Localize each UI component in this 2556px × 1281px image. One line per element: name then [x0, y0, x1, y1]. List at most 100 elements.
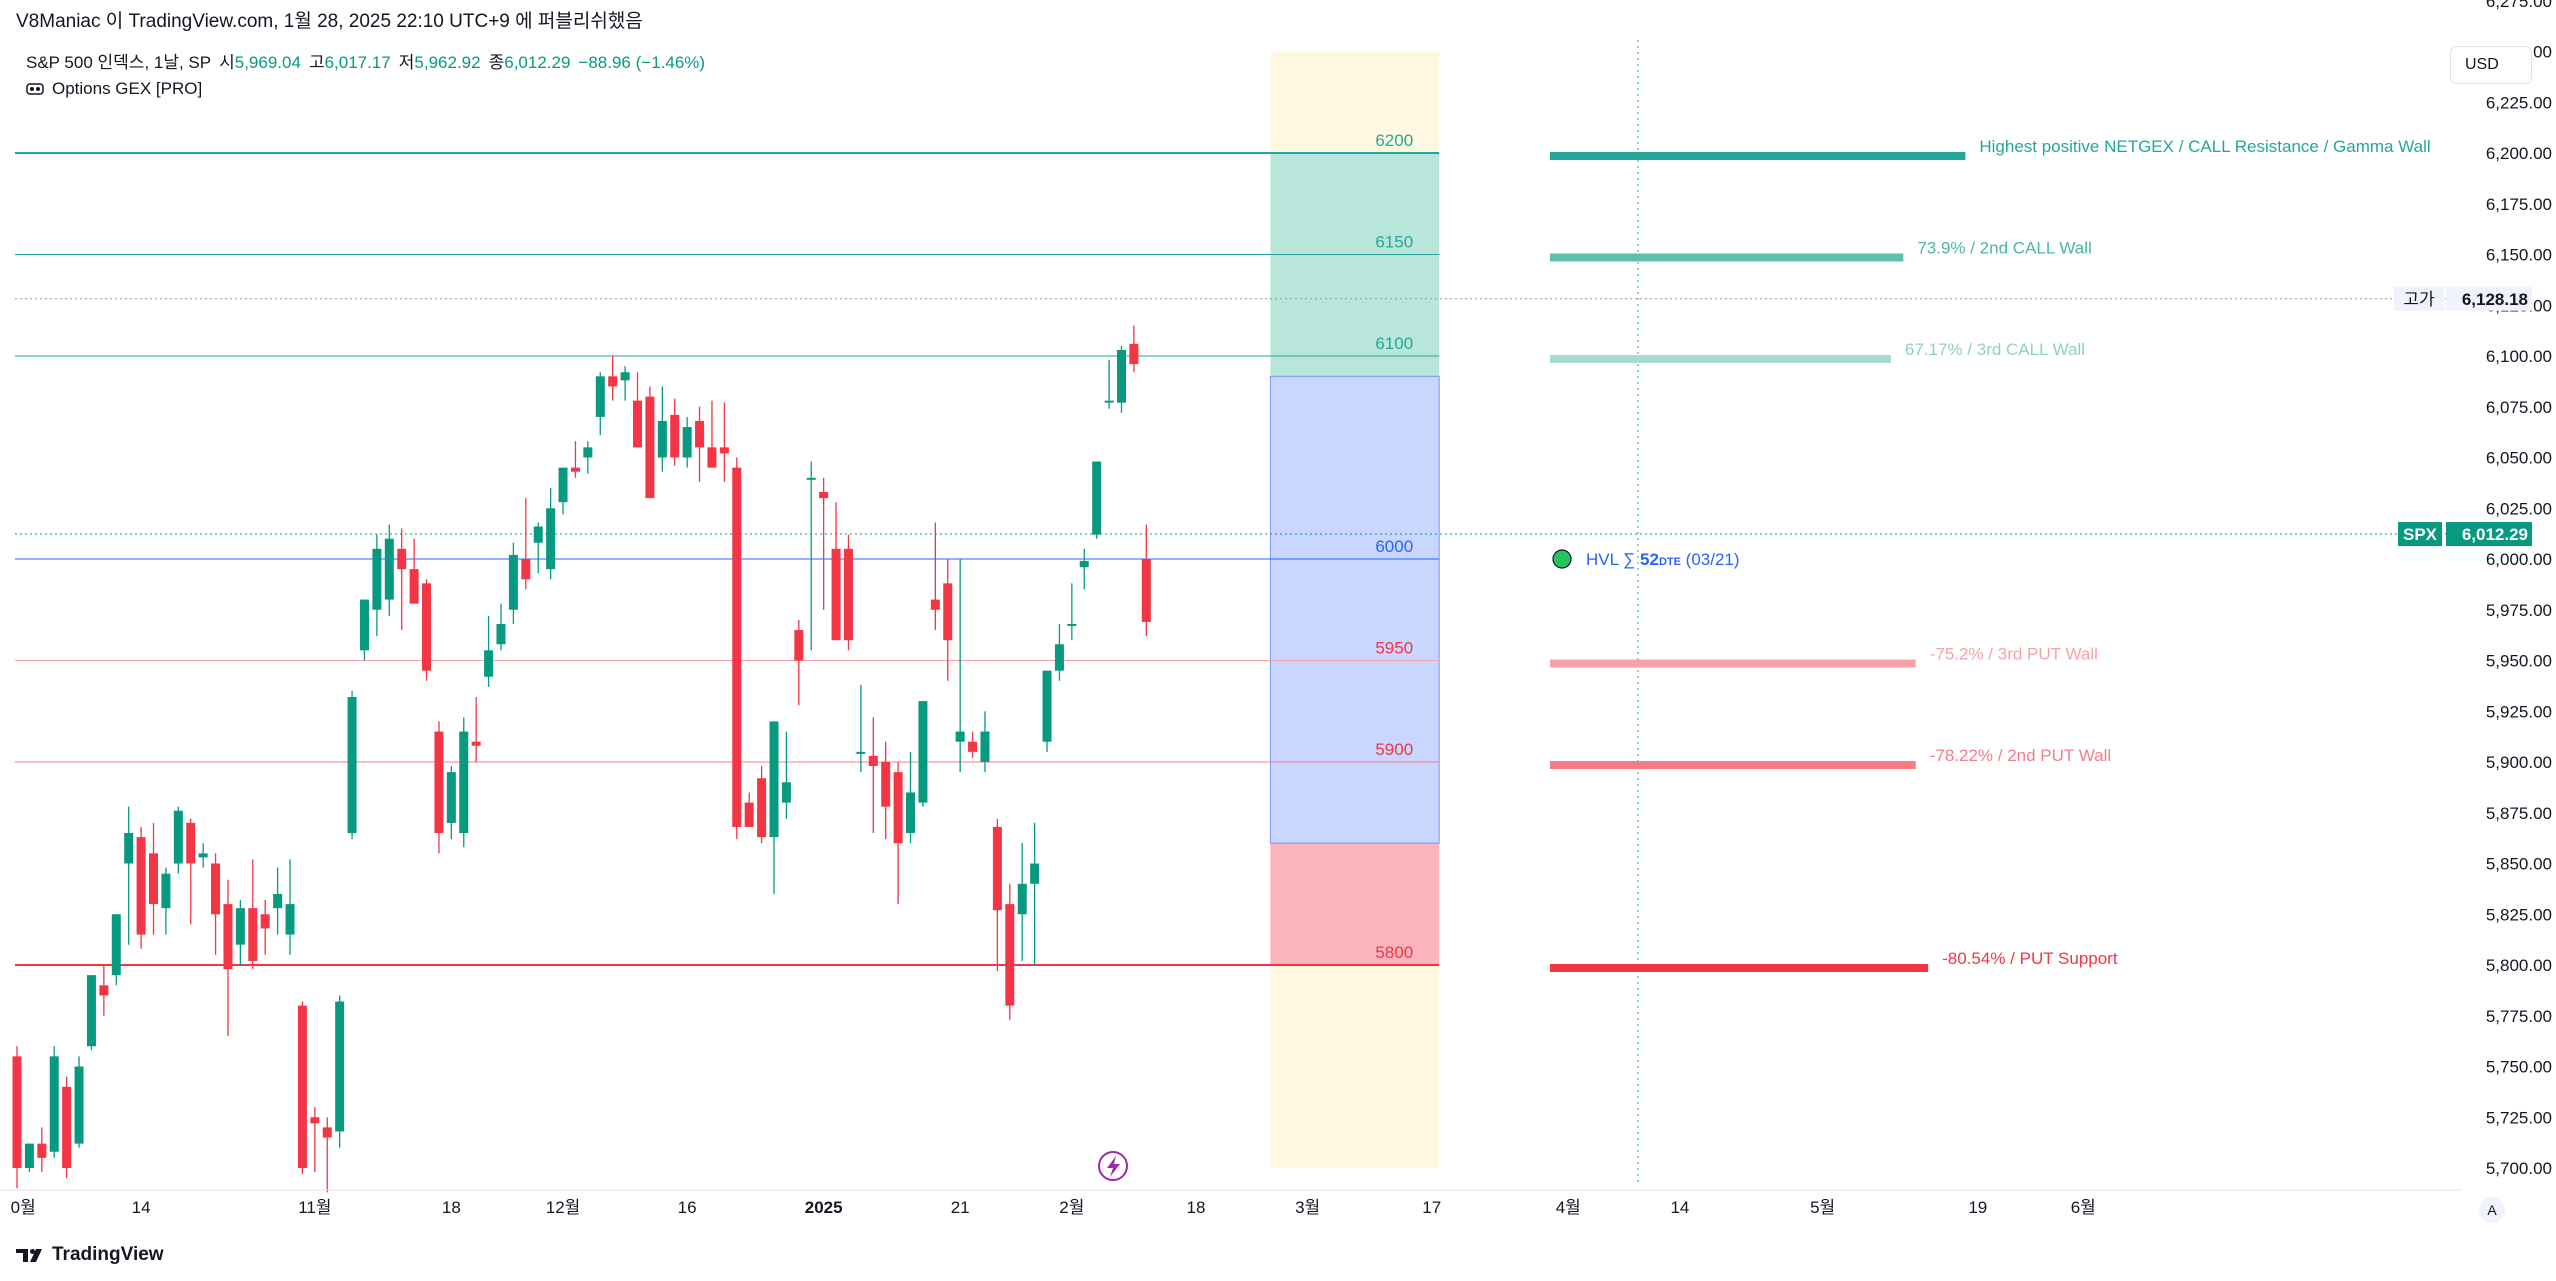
x-tick-label: 19 — [1968, 1198, 1987, 1217]
candle — [124, 806, 134, 945]
candle-body — [930, 599, 940, 610]
y-tick-label: 5,850.00 — [2486, 855, 2552, 874]
y-tick-label: 6,100.00 — [2486, 347, 2552, 366]
candle — [620, 366, 630, 401]
candle-body — [149, 853, 159, 905]
candle-body — [608, 376, 618, 387]
candle — [546, 487, 556, 580]
candle — [943, 559, 953, 681]
y-tick-label: 5,750.00 — [2486, 1058, 2552, 1077]
candle-body — [322, 1127, 332, 1138]
x-tick-label: 5월 — [1810, 1198, 1835, 1217]
low-value: 5,962.92 — [414, 53, 481, 72]
candle-body — [409, 569, 419, 604]
hvl-label-text: HVL ∑ — [1586, 550, 1640, 569]
eye-icon[interactable] — [26, 82, 44, 96]
candle-body — [744, 802, 754, 827]
spx-tag-bg — [2398, 522, 2442, 547]
candle — [868, 717, 878, 834]
candle — [633, 372, 642, 448]
candle-body — [99, 985, 109, 996]
candle — [149, 822, 159, 935]
candle-body — [285, 904, 295, 935]
candle — [595, 372, 605, 436]
y-tick-label: 6,025.00 — [2486, 499, 2552, 518]
candle-body — [1042, 670, 1052, 742]
hvl-label: HVL ∑ 52DTE (03/21) — [1586, 550, 1740, 569]
spx-tag-label: SPX — [2403, 525, 2438, 544]
candle — [422, 579, 432, 681]
candle-body — [186, 822, 196, 864]
close-label: 종 — [488, 53, 505, 72]
gex-bar-6100 — [1550, 355, 1891, 363]
candle — [583, 441, 593, 474]
gex-note-5900: -78.22% / 2nd PUT Wall — [1930, 746, 2111, 765]
candle — [24, 1143, 34, 1173]
footer-brand-text: TradingView — [52, 1244, 164, 1265]
publish-line: V8Maniac 이 TradingView.com, 1월 28, 2025 … — [16, 11, 643, 32]
y-tick-label: 5,725.00 — [2486, 1108, 2552, 1127]
chart-legend: S&P 500 인덱스, 1날, SP 시 5,969.04 고 6,017.17 … — [26, 50, 705, 102]
currency-button[interactable]: USD — [2450, 46, 2532, 84]
high-tag-value: 6,128.18 — [2462, 290, 2528, 309]
candle — [161, 867, 171, 935]
candle-body — [1054, 644, 1064, 671]
candle — [49, 1046, 59, 1158]
candle-body — [37, 1143, 47, 1158]
candle — [508, 542, 518, 624]
candle — [409, 538, 419, 604]
candle — [918, 701, 928, 807]
candle-body — [819, 492, 829, 499]
high-tag-label: 고가 — [2403, 290, 2435, 309]
symbol-name[interactable]: S&P 500 인덱스, 1날, SP — [26, 53, 212, 72]
y-tick-label: 6,150.00 — [2486, 246, 2552, 265]
candle — [446, 766, 456, 840]
candle-body — [49, 1056, 59, 1152]
candle — [62, 1076, 72, 1179]
candle — [111, 914, 121, 986]
indicator-name[interactable]: Options GEX [PRO] — [52, 79, 203, 98]
high-label: 고 — [308, 53, 325, 72]
candle — [384, 524, 394, 616]
open-label: 시 — [219, 53, 235, 72]
high-value-bg — [2446, 286, 2532, 311]
candle — [806, 461, 816, 651]
spx-tag-value: 6,012.29 — [2462, 525, 2528, 544]
candle — [335, 995, 345, 1148]
x-tick-label: 17 — [1422, 1198, 1441, 1217]
x-tick-label: 2025 — [805, 1198, 843, 1217]
candle — [136, 826, 146, 949]
candle — [1116, 345, 1126, 413]
candle — [86, 975, 96, 1051]
candle — [831, 502, 841, 641]
candle-body — [521, 559, 531, 580]
candle-body — [992, 826, 1002, 911]
candle-body — [670, 414, 680, 458]
gex-note-6200: Highest positive NETGEX / CALL Resistanc… — [1979, 137, 2430, 156]
indicator-row[interactable]: Options GEX [PRO] — [26, 76, 705, 102]
auto-scale-button[interactable]: A — [2479, 1197, 2505, 1223]
candle — [558, 467, 568, 515]
tradingview-logo-icon — [16, 1249, 42, 1262]
candle-body — [620, 372, 630, 381]
x-axis: 0월 14 11월 18 12월 16 2025 21 2월 18 3월 17 4월 14 5월 19 6월 — [0, 1189, 2462, 1217]
candle-body — [372, 548, 382, 610]
y-tick-label: 5,975.00 — [2486, 601, 2552, 620]
candle-body — [347, 697, 357, 834]
candle — [570, 441, 580, 478]
x-tick-label: 11월 — [298, 1198, 331, 1217]
y-tick-label: 6,175.00 — [2486, 195, 2552, 214]
level-label-5950: 5950 — [1375, 639, 1413, 658]
candle-body — [310, 1117, 320, 1124]
candle-body — [633, 400, 642, 448]
candle-body — [794, 630, 804, 661]
zone-call-zone — [1270, 153, 1440, 377]
gex-note-6100: 67.17% / 3rd CALL Wall — [1905, 340, 2085, 359]
x-tick-label: 4월 — [1556, 1198, 1581, 1217]
gex-bar-5900 — [1550, 761, 1916, 769]
candle-body — [1092, 461, 1102, 535]
candle — [794, 619, 804, 706]
candle — [856, 684, 866, 773]
candle-body — [198, 853, 208, 858]
